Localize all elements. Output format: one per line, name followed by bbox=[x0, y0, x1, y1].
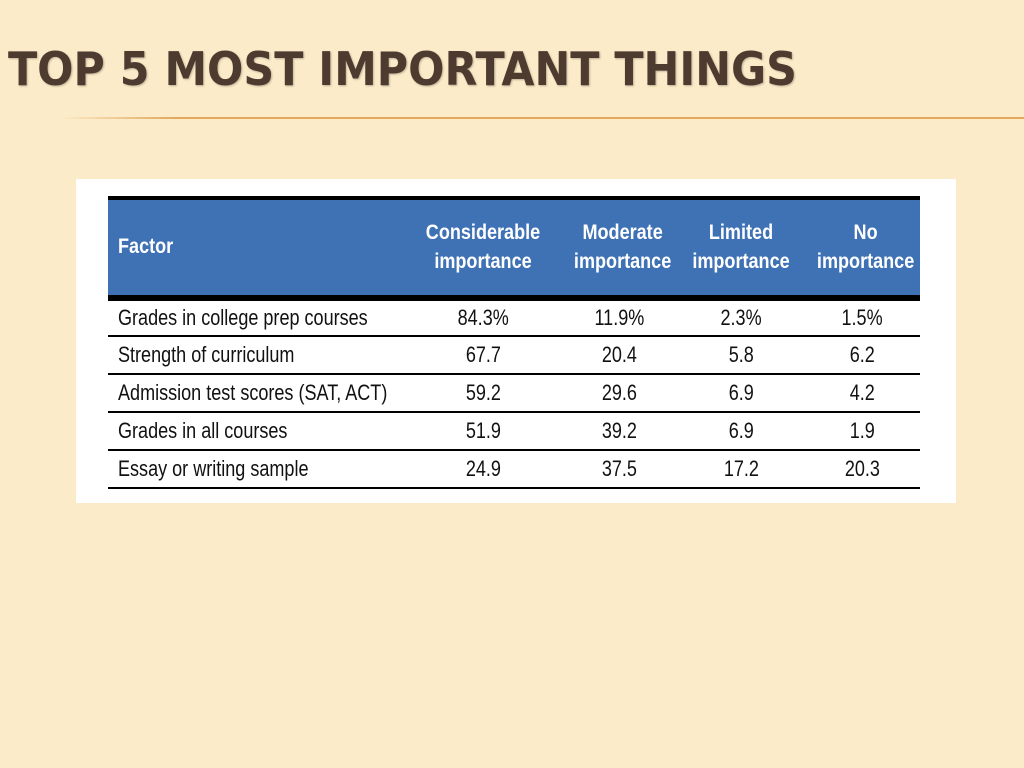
table-row: Essay or writing sample 24.9 37.5 17.2 2… bbox=[108, 450, 920, 489]
factor-cell: Essay or writing sample bbox=[108, 450, 404, 489]
factor-name: Grades in all courses bbox=[118, 418, 288, 443]
moderate-cell: 29.6 bbox=[562, 374, 677, 413]
factor-name: Essay or writing sample bbox=[118, 456, 309, 481]
no-importance-cell: 20.3 bbox=[805, 450, 920, 489]
factor-name: Admission test scores (SAT, ACT) bbox=[118, 380, 388, 405]
limited-cell: 17.2 bbox=[677, 450, 805, 489]
title-underline-rule bbox=[60, 117, 1024, 119]
factor-cell: Admission test scores (SAT, ACT) bbox=[108, 374, 404, 413]
no-importance-value: 1.9 bbox=[849, 418, 876, 443]
considerable-cell: 84.3% bbox=[404, 298, 562, 337]
considerable-value: 84.3% bbox=[457, 305, 509, 330]
limited-value: 2.3% bbox=[720, 305, 762, 330]
factor-cell: Grades in college prep courses bbox=[108, 298, 404, 337]
considerable-cell: 67.7 bbox=[404, 336, 562, 375]
limited-value: 17.2 bbox=[723, 456, 759, 481]
table-row: Strength of curriculum 67.7 20.4 5.8 6.2 bbox=[108, 336, 920, 375]
table-image-card: Factor Considerable importance Moderate … bbox=[76, 179, 956, 503]
header-moderate-importance: Moderate importance bbox=[562, 196, 677, 301]
considerable-cell: 24.9 bbox=[404, 450, 562, 489]
no-importance-value: 20.3 bbox=[844, 456, 881, 481]
no-importance-value: 6.2 bbox=[849, 342, 876, 367]
no-importance-cell: 1.5% bbox=[805, 298, 920, 337]
header-considerable-importance: Considerable importance bbox=[404, 196, 562, 301]
considerable-value: 24.9 bbox=[465, 456, 501, 481]
header-factor: Factor bbox=[108, 196, 404, 301]
limited-value: 5.8 bbox=[728, 342, 754, 367]
table-row: Grades in college prep courses 84.3% 11.… bbox=[108, 298, 920, 337]
considerable-value: 67.7 bbox=[465, 342, 501, 367]
moderate-value: 11.9% bbox=[594, 305, 645, 330]
no-importance-cell: 1.9 bbox=[805, 412, 920, 451]
limited-cell: 6.9 bbox=[677, 412, 805, 451]
factor-cell: Strength of curriculum bbox=[108, 336, 404, 375]
considerable-value: 59.2 bbox=[465, 380, 501, 405]
moderate-value: 37.5 bbox=[601, 456, 638, 481]
importance-factors-table: Factor Considerable importance Moderate … bbox=[108, 196, 920, 489]
factor-cell: Grades in all courses bbox=[108, 412, 404, 451]
moderate-value: 20.4 bbox=[601, 342, 638, 367]
header-no-importance-label: No importance bbox=[816, 221, 915, 273]
table-row: Admission test scores (SAT, ACT) 59.2 29… bbox=[108, 374, 920, 413]
considerable-cell: 59.2 bbox=[404, 374, 562, 413]
header-limited-importance: Limited importance bbox=[677, 196, 805, 301]
factor-name: Grades in college prep courses bbox=[118, 305, 368, 330]
moderate-value: 29.6 bbox=[601, 380, 638, 405]
considerable-cell: 51.9 bbox=[404, 412, 562, 451]
moderate-value: 39.2 bbox=[601, 418, 638, 443]
limited-cell: 2.3% bbox=[677, 298, 805, 337]
slide-title: TOP 5 MOST IMPORTANT THINGS bbox=[8, 42, 797, 96]
no-importance-cell: 4.2 bbox=[805, 374, 920, 413]
factor-name: Strength of curriculum bbox=[118, 342, 295, 367]
header-considerable-importance-label: Considerable importance bbox=[425, 221, 541, 273]
limited-value: 6.9 bbox=[728, 380, 754, 405]
moderate-cell: 20.4 bbox=[562, 336, 677, 375]
limited-cell: 6.9 bbox=[677, 374, 805, 413]
no-importance-value: 4.2 bbox=[849, 380, 876, 405]
considerable-value: 51.9 bbox=[465, 418, 501, 443]
header-limited-importance-label: Limited importance bbox=[692, 221, 790, 273]
header-moderate-importance-label: Moderate importance bbox=[573, 221, 672, 273]
table-row: Grades in all courses 51.9 39.2 6.9 1.9 bbox=[108, 412, 920, 451]
no-importance-value: 1.5% bbox=[841, 305, 884, 330]
header-factor-label: Factor bbox=[118, 235, 174, 259]
limited-value: 6.9 bbox=[728, 418, 754, 443]
moderate-cell: 37.5 bbox=[562, 450, 677, 489]
limited-cell: 5.8 bbox=[677, 336, 805, 375]
moderate-cell: 39.2 bbox=[562, 412, 677, 451]
table-header-row: Factor Considerable importance Moderate … bbox=[108, 196, 920, 301]
moderate-cell: 11.9% bbox=[562, 298, 677, 337]
no-importance-cell: 6.2 bbox=[805, 336, 920, 375]
header-no-importance: No importance bbox=[805, 196, 920, 301]
